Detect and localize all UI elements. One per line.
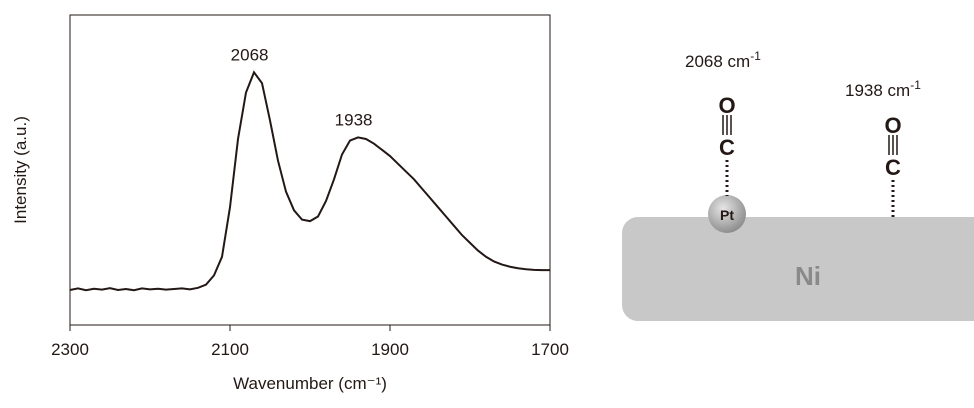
diagram: Ni Pt O C O C 2068 cm-1 1938 cm-1 <box>622 49 974 321</box>
carbon: C <box>885 155 901 180</box>
band-label: 1938 cm-1 <box>845 78 921 100</box>
y-axis-label: Intensity (a.u.) <box>11 116 30 224</box>
plot-frame <box>69 14 551 326</box>
oxygen: O <box>718 93 735 118</box>
superscript: -1 <box>910 78 921 92</box>
triple-bond <box>888 135 898 155</box>
substrate-label: Ni <box>795 261 821 291</box>
pt-atom <box>708 195 746 233</box>
band-label-text: 2068 cm <box>685 52 750 71</box>
peak-label: 1938 <box>335 110 373 129</box>
spectrum-line <box>69 70 550 292</box>
x-tick-label: 1700 <box>531 340 569 359</box>
band-label: 2068 cm-1 <box>685 49 761 71</box>
x-tick-label: 1900 <box>371 340 409 359</box>
triple-bond <box>722 115 732 135</box>
carbon: C <box>719 135 735 160</box>
pt-label: Pt <box>720 207 734 223</box>
x-axis-label: Wavenumber (cm⁻¹) <box>233 374 387 393</box>
band-label-text: 1938 cm <box>845 81 910 100</box>
oxygen: O <box>884 113 901 138</box>
substrate <box>622 217 974 321</box>
peak-label: 2068 <box>231 45 269 64</box>
x-tick-label: 2300 <box>51 340 89 359</box>
x-tick-label: 2100 <box>211 340 249 359</box>
superscript: -1 <box>750 49 761 63</box>
